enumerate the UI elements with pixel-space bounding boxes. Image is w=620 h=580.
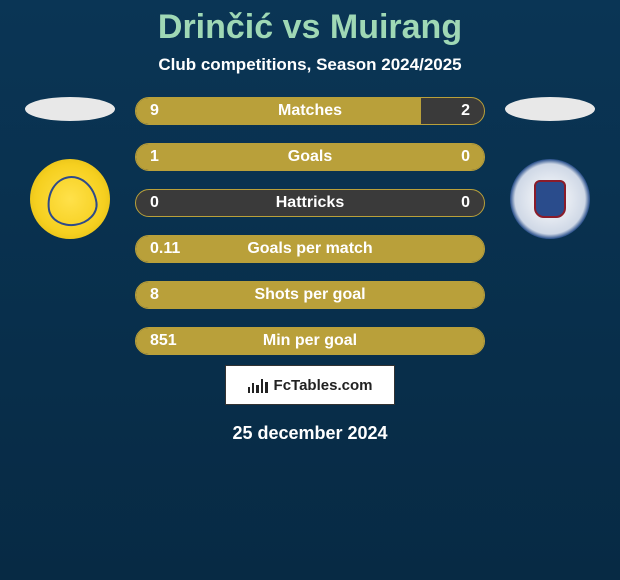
stat-row-goals: 1 Goals 0 (135, 143, 485, 171)
main-container: Drinčić vs Muirang Club competitions, Se… (0, 0, 620, 580)
barchart-icon (248, 377, 268, 393)
stat-label: Matches (206, 102, 414, 120)
stat-label: Hattricks (206, 194, 414, 212)
stat-left-value: 9 (136, 102, 206, 120)
stat-label: Goals per match (206, 240, 414, 258)
stat-row-goals-per-match: 0.11 Goals per match (135, 235, 485, 263)
stat-left-value: 1 (136, 148, 206, 166)
stat-right-value: 0 (414, 148, 484, 166)
stat-left-value: 8 (136, 286, 206, 304)
brand-link[interactable]: FcTables.com (225, 365, 395, 405)
stat-label: Shots per goal (206, 286, 414, 304)
date-text: 25 december 2024 (232, 423, 387, 444)
left-player-col (20, 97, 120, 239)
stat-label: Min per goal (206, 332, 414, 350)
left-player-placeholder (25, 97, 115, 121)
stat-left-value: 0.11 (136, 240, 206, 258)
stat-row-min-per-goal: 851 Min per goal (135, 327, 485, 355)
right-team-badge-icon (510, 159, 590, 239)
stat-row-matches: 9 Matches 2 (135, 97, 485, 125)
right-player-col (500, 97, 600, 239)
comparison-row: 9 Matches 2 1 Goals 0 0 Hattricks 0 0.11… (0, 97, 620, 355)
stat-left-value: 851 (136, 332, 206, 350)
page-title: Drinčić vs Muirang (158, 8, 462, 47)
left-team-badge-icon (30, 159, 110, 239)
stat-left-value: 0 (136, 194, 206, 212)
stat-row-shots-per-goal: 8 Shots per goal (135, 281, 485, 309)
right-player-placeholder (505, 97, 595, 121)
page-subtitle: Club competitions, Season 2024/2025 (158, 55, 461, 75)
stats-bars: 9 Matches 2 1 Goals 0 0 Hattricks 0 0.11… (130, 97, 490, 355)
stat-right-value: 2 (414, 102, 484, 120)
stat-right-value: 0 (414, 194, 484, 212)
stat-row-hattricks: 0 Hattricks 0 (135, 189, 485, 217)
stat-label: Goals (206, 148, 414, 166)
brand-text: FcTables.com (274, 377, 373, 394)
